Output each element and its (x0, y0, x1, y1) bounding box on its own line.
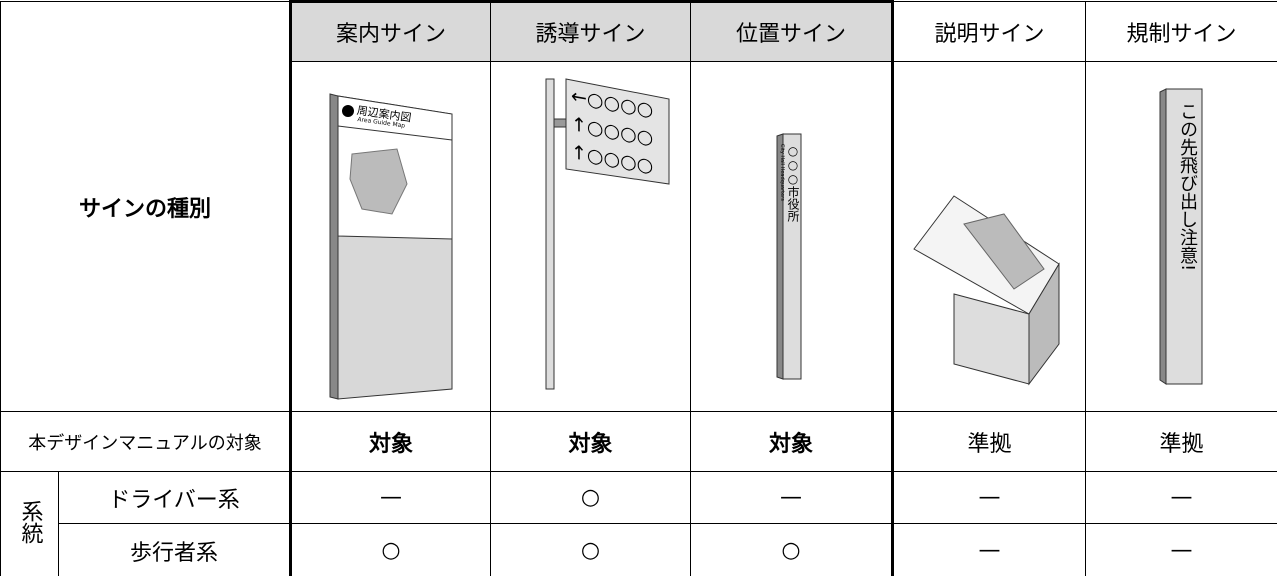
post-side (1159, 87, 1167, 385)
location-name: ○○○市役所 (786, 143, 801, 222)
image-row: 周辺案内図 Area Guide Map ←○○○○ ↑○○○○ ↑○○○○ ○… (1, 61, 1277, 412)
location-sign: ○○○市役所 City Hall Headquarters (691, 64, 891, 410)
guide-sign: 周辺案内図 Area Guide Map (292, 64, 490, 410)
direction-sign: ←○○○○ ↑○○○○ ↑○○○○ (491, 64, 690, 410)
cell: — (1085, 471, 1277, 524)
cell: ○ (490, 471, 692, 524)
board (913, 194, 1060, 315)
target-row: 本デザインマニュアルの対象 対象 対象 対象 準拠 準拠 (0, 411, 1277, 472)
info-icon (342, 104, 355, 117)
system-label: 系統 (0, 471, 59, 576)
location-subtitle: City Hall Headquarters (779, 143, 786, 201)
cell: ○ (490, 523, 692, 576)
cell: ○ (289, 523, 492, 576)
post (329, 92, 339, 400)
system-label-text: 系統 (17, 499, 43, 544)
cell: ○ (690, 523, 895, 576)
cell: 対象 (490, 411, 692, 472)
bracket (553, 118, 567, 127)
cell: 対象 (289, 411, 492, 472)
image-cell: ○○○市役所 City Hall Headquarters (690, 61, 895, 412)
cell: — (289, 471, 492, 524)
image-cell: 周辺案内図 Area Guide Map (289, 61, 492, 412)
location-sign-drawing (776, 132, 802, 380)
direction-lines: ←○○○○ ↑○○○○ ↑○○○○ (571, 82, 653, 181)
row-label: 本デザインマニュアルの対象 (0, 411, 292, 472)
post (782, 133, 802, 379)
row-label: 歩行者系 (57, 523, 292, 576)
cell: 準拠 (892, 411, 1087, 472)
cell: — (892, 523, 1087, 576)
column-header: 案内サイン (289, 0, 492, 62)
divider (337, 125, 453, 140)
column-header: 位置サイン (690, 0, 895, 62)
panel (565, 77, 670, 185)
pole (545, 78, 555, 389)
guide-sign-drawing (329, 92, 453, 400)
direction-sign-drawing (545, 77, 670, 389)
driver-row: 系統 ドライバー系 — ○ — — — (0, 471, 1277, 576)
stand-side (1028, 261, 1060, 385)
cell: 対象 (690, 411, 895, 472)
regulation-text: この先飛び出し注意! (1177, 101, 1199, 271)
column-header: 説明サイン (892, 1, 1087, 62)
image-cell: この先飛び出し注意! (1085, 61, 1277, 412)
map (349, 147, 408, 215)
explanation-sign (894, 64, 1085, 410)
regulation-sign: この先飛び出し注意! (1086, 64, 1277, 410)
regulation-sign-drawing (1159, 87, 1203, 385)
post (1165, 88, 1203, 384)
pedestrian-row: 歩行者系 ○ ○ ○ — — (1, 523, 1277, 576)
explanation-sign-drawing (913, 194, 1060, 385)
row-label: ドライバー系 (57, 471, 292, 524)
cell: — (892, 471, 1087, 524)
header-row: サインの種別 案内サイン 誘導サイン 位置サイン 説明サイン 規制サイン (0, 0, 1277, 412)
image-cell: ←○○○○ ↑○○○○ ↑○○○○ (490, 61, 692, 412)
cell: — (690, 471, 895, 524)
image-cell (892, 61, 1087, 412)
cell: — (1085, 523, 1277, 576)
column-header: 誘導サイン (490, 0, 692, 62)
column-header: 規制サイン (1085, 1, 1277, 62)
category-label: サインの種別 (0, 1, 292, 412)
board-map (963, 212, 1045, 290)
cell: 準拠 (1085, 411, 1277, 472)
